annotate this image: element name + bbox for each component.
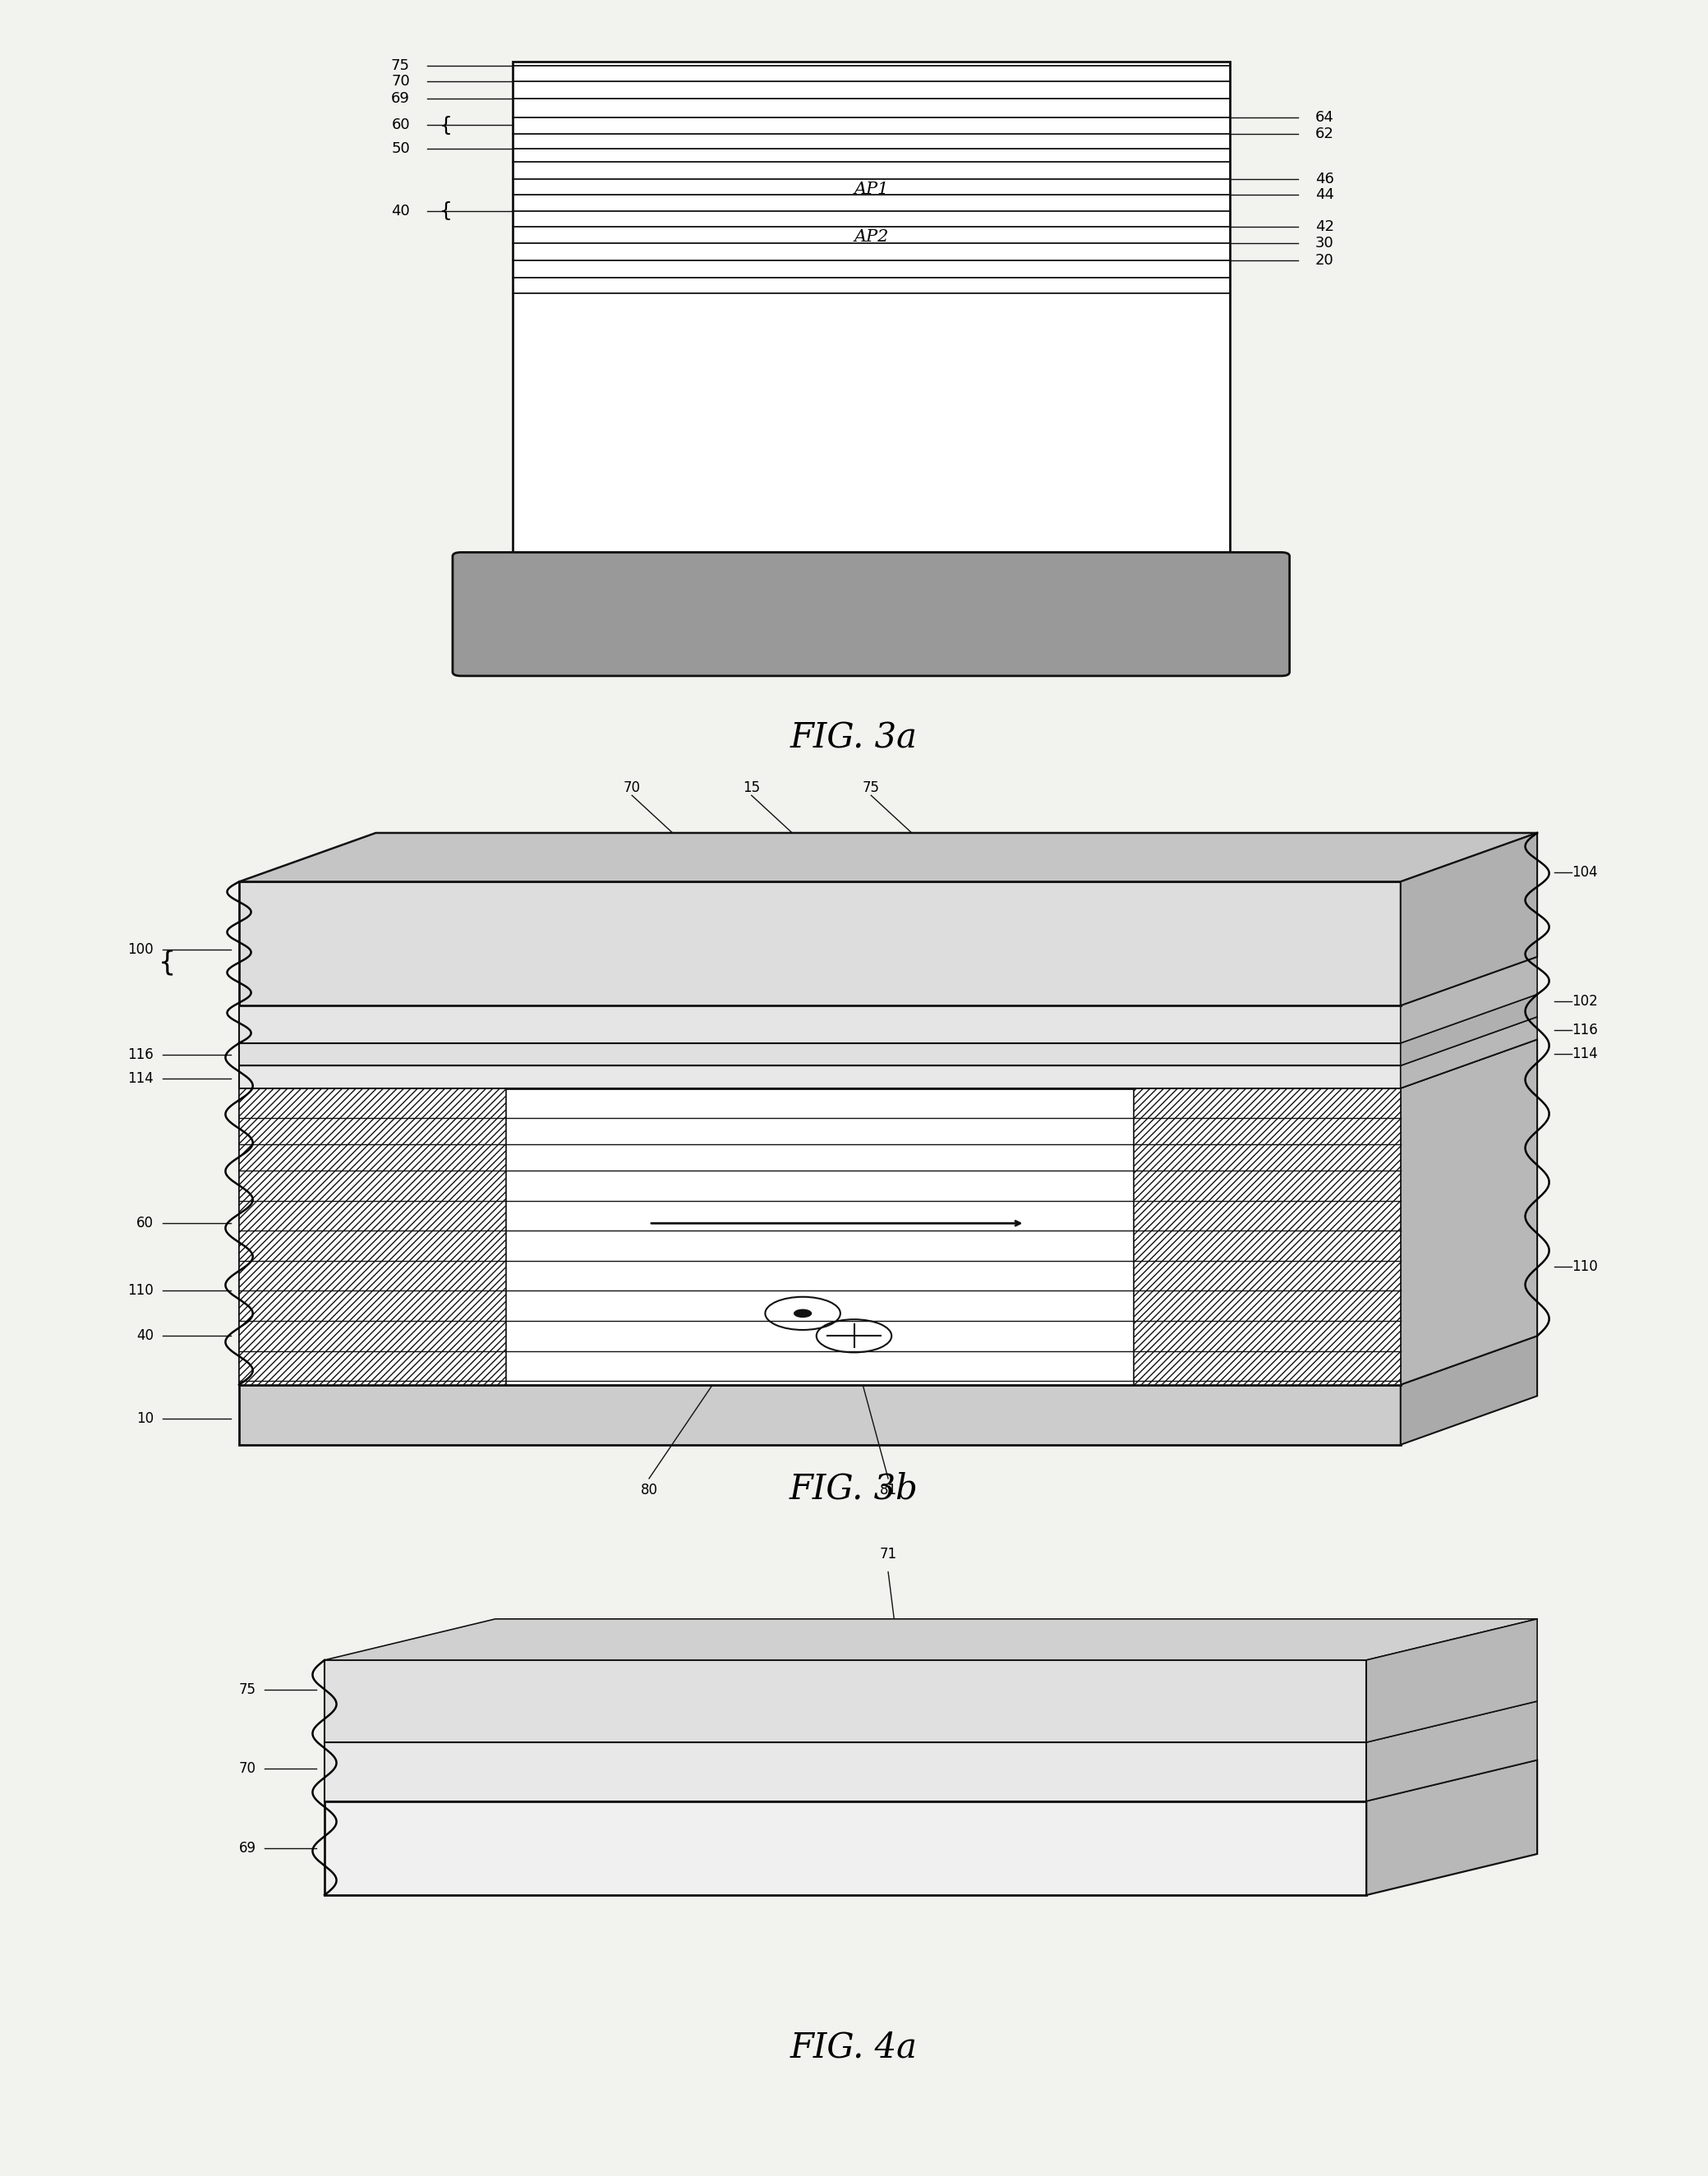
Text: FIG. 3b: FIG. 3b: [789, 1471, 919, 1506]
Text: 40: 40: [391, 205, 410, 218]
Polygon shape: [239, 881, 1401, 1005]
Polygon shape: [1401, 833, 1537, 1005]
Text: 75: 75: [391, 59, 410, 74]
Polygon shape: [239, 833, 1537, 881]
Text: 20: 20: [1315, 252, 1334, 268]
Polygon shape: [239, 1088, 506, 1384]
Text: 75: 75: [239, 1682, 256, 1697]
Polygon shape: [1401, 1336, 1537, 1445]
Text: 110: 110: [128, 1284, 154, 1299]
Text: 70: 70: [623, 781, 640, 794]
Text: 70: 70: [239, 1760, 256, 1776]
Polygon shape: [325, 1660, 1366, 1743]
Text: 75: 75: [863, 781, 880, 794]
Polygon shape: [1401, 994, 1537, 1066]
Polygon shape: [239, 994, 1537, 1042]
Text: 69: 69: [239, 1841, 256, 1856]
Polygon shape: [512, 61, 1230, 557]
Polygon shape: [1366, 1702, 1537, 1802]
Polygon shape: [239, 1040, 1537, 1088]
Polygon shape: [1134, 1088, 1401, 1384]
Text: 116: 116: [1571, 1023, 1597, 1038]
Text: 40: 40: [137, 1330, 154, 1343]
Polygon shape: [325, 1619, 1537, 1660]
Text: 42: 42: [1315, 220, 1334, 235]
Text: 69: 69: [391, 91, 410, 107]
Text: 114: 114: [1571, 1047, 1597, 1062]
FancyBboxPatch shape: [453, 553, 1290, 677]
Polygon shape: [1366, 1760, 1537, 1895]
Text: 62: 62: [1315, 126, 1334, 141]
Text: 110: 110: [1571, 1260, 1597, 1273]
Polygon shape: [325, 1702, 1537, 1743]
Text: 104: 104: [1571, 864, 1597, 879]
Text: 64: 64: [1315, 111, 1334, 124]
Text: {: {: [159, 949, 176, 977]
Polygon shape: [239, 1066, 1401, 1088]
Text: 15: 15: [743, 781, 760, 794]
Text: {: {: [439, 202, 453, 222]
Text: 80: 80: [640, 1482, 658, 1497]
Polygon shape: [239, 1016, 1537, 1066]
Text: FIG. 3a: FIG. 3a: [791, 720, 917, 755]
Text: 60: 60: [391, 118, 410, 133]
Polygon shape: [325, 1802, 1366, 1895]
Text: 70: 70: [391, 74, 410, 89]
Polygon shape: [239, 1042, 1401, 1066]
Text: 44: 44: [1315, 187, 1334, 202]
Polygon shape: [239, 1005, 1401, 1042]
Polygon shape: [239, 1088, 1401, 1384]
Polygon shape: [239, 1336, 1537, 1384]
Text: AP1: AP1: [854, 181, 888, 198]
Text: 46: 46: [1315, 172, 1334, 187]
Polygon shape: [1401, 1040, 1537, 1384]
Text: AP2: AP2: [854, 228, 888, 246]
Text: 114: 114: [128, 1071, 154, 1086]
Polygon shape: [1401, 957, 1537, 1042]
Text: 81: 81: [880, 1482, 897, 1497]
Polygon shape: [239, 1384, 1401, 1445]
Text: 50: 50: [391, 141, 410, 157]
Text: 102: 102: [1571, 994, 1597, 1010]
Text: 30: 30: [1315, 235, 1334, 250]
Circle shape: [794, 1310, 811, 1316]
Polygon shape: [1401, 1016, 1537, 1088]
Polygon shape: [325, 1760, 1537, 1802]
Text: 60: 60: [137, 1216, 154, 1232]
Polygon shape: [1366, 1619, 1537, 1743]
Text: 71: 71: [880, 1547, 897, 1562]
Text: 10: 10: [137, 1410, 154, 1425]
Polygon shape: [325, 1743, 1366, 1802]
Text: FIG. 4a: FIG. 4a: [791, 2030, 917, 2065]
Text: {: {: [439, 115, 453, 135]
Text: 116: 116: [128, 1047, 154, 1062]
Text: 100: 100: [128, 942, 154, 957]
